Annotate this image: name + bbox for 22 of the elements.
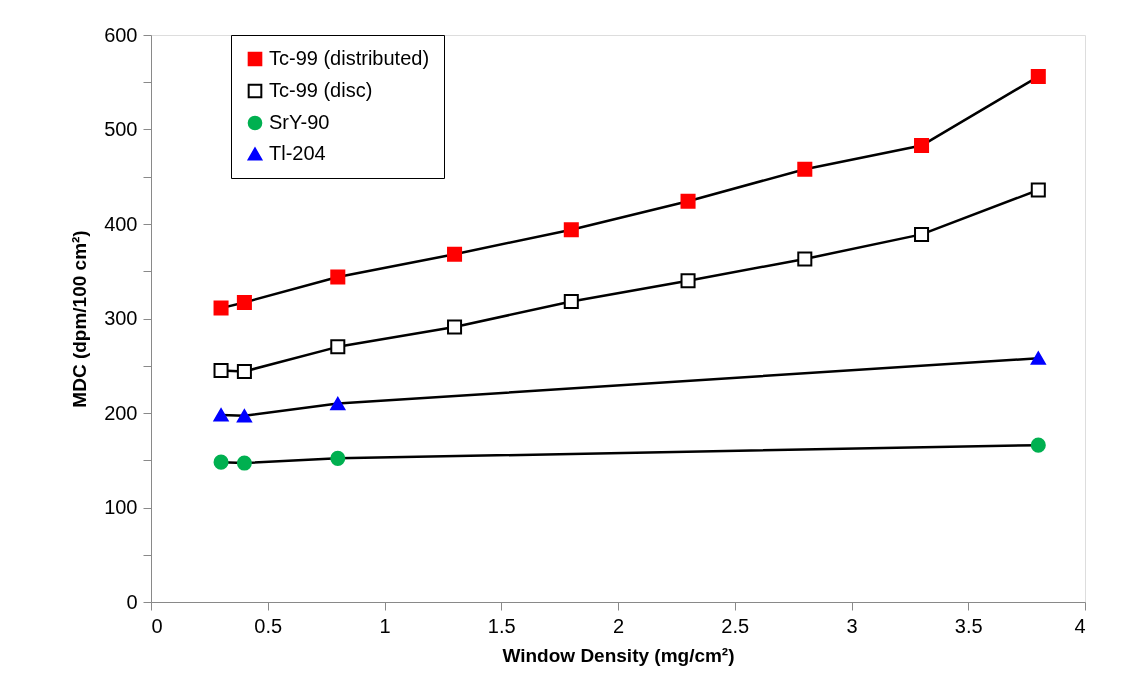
x-tick-label: 0.5 (254, 614, 283, 637)
legend-label: Tl-204 (269, 142, 326, 164)
x-tick-label: 4 (1074, 614, 1086, 637)
y-tick-label: 100 (104, 496, 138, 518)
x-tick-label: 2.5 (721, 614, 750, 637)
y-axis-title: MDC (dpm/100 cm²) (69, 230, 91, 408)
legend-label: Tc-99 (distributed) (269, 47, 430, 69)
x-axis-title: Window Density (mg/cm²) (502, 644, 735, 666)
legend-label: SrY-90 (269, 111, 330, 133)
x-tick-label: 0 (151, 614, 163, 637)
x-tick-label: 3.5 (954, 614, 983, 637)
x-tick-label: 1 (379, 614, 391, 637)
legend-label: Tc-99 (disc) (269, 79, 373, 101)
y-tick-label: 300 (104, 307, 138, 329)
y-tick-label: 600 (104, 23, 138, 46)
y-tick-label: 200 (104, 401, 138, 424)
y-tick-label: 400 (104, 212, 138, 235)
y-tick-label: 500 (104, 118, 138, 140)
x-tick-label: 3 (846, 614, 858, 637)
x-tick-label: 1.5 (487, 614, 516, 637)
x-tick-label: 2 (612, 614, 625, 637)
y-tick-label: 0 (126, 590, 138, 613)
